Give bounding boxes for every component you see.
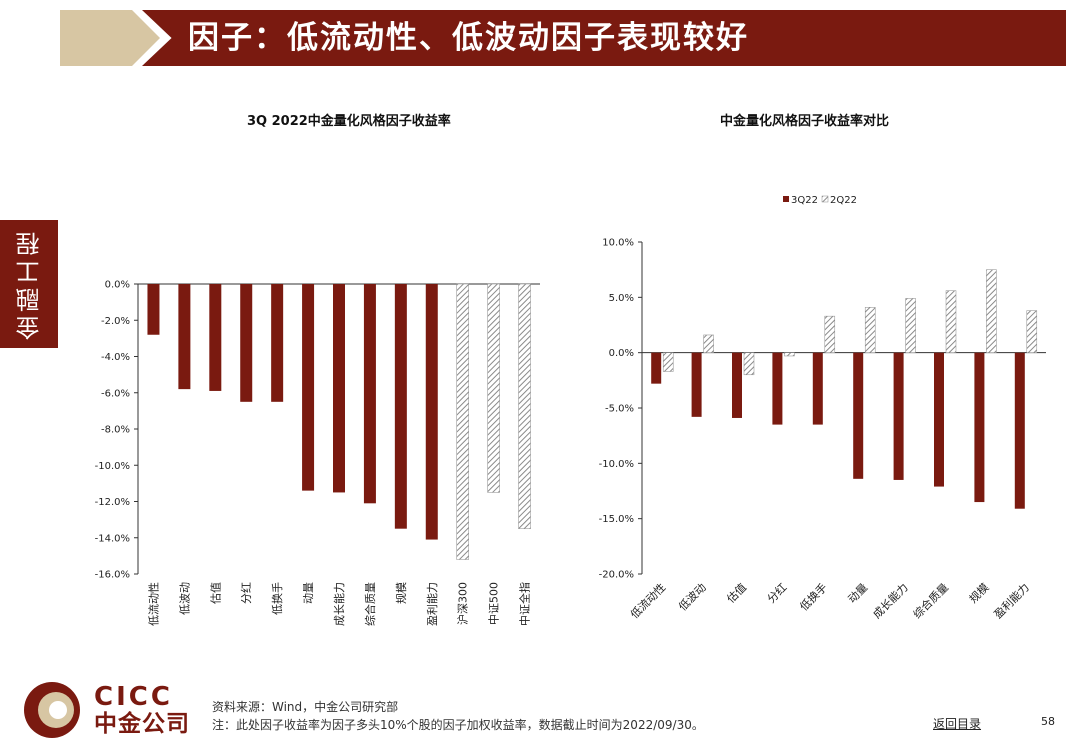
chart2-bar-3q22 [691,352,702,417]
chart1-y-tick-label: -6.0% [101,388,130,399]
chart2-y-tick-label: 0.0% [609,348,634,359]
chart1-bar [240,284,253,402]
chart1-category-label: 盈利能力 [425,582,439,626]
chart2-bar-2q22 [1026,310,1038,353]
chart1-category-label: 综合质量 [363,582,377,626]
chart1-category-label: 估值 [209,582,222,604]
cicc-logo-icon [24,682,80,738]
chart1-bar [178,284,191,390]
chart2-bar-2q22 [743,352,755,376]
chart1-bar [487,283,500,493]
chart1-category-label: 低波动 [178,582,191,615]
chart2-legend-label-2q22: 2Q22 [830,195,857,206]
chart2-category-label: 低波动 [676,581,709,614]
chart2-bar-3q22 [732,352,742,418]
chart1-y-tick-label: -2.0% [101,316,130,327]
chart2-bar-3q22 [1014,352,1025,509]
chart2-category-label: 规模 [966,580,991,605]
chart2-y-tick-label: -5.0% [605,404,634,415]
chart1-bar [302,284,315,491]
chart2-y-tick-label: 10.0% [602,238,634,249]
chart1-y-tick-label: -16.0% [95,570,130,581]
chart2-bar-2q22 [905,298,916,353]
chart1-category-label: 中证500 [488,582,501,625]
source-note: 资料来源：Wind，中金公司研究部 [212,700,399,714]
chart1-y-tick-label: -14.0% [95,533,130,544]
chart1-category-label: 中证全指 [518,582,532,626]
chart2-title: 中金量化风格因子收益率对比 [720,114,890,129]
logo-cn: 中金公司 [94,711,190,737]
header-bar [142,10,1066,66]
chart2-bar-2q22 [824,315,836,353]
side-section-tab[interactable]: 金融工程 [0,220,58,348]
chart2-legend-swatch-2q22 [821,195,829,203]
page-title: 因子：低流动性、低波动因子表现较好 [188,20,749,56]
chart2-category-label: 综合质量 [910,580,951,621]
chart1-bar [147,284,160,335]
chart2-bar-2q22 [784,352,795,357]
chart2-category-label: 成长能力 [870,580,911,621]
chart2-bar-2q22 [864,307,876,353]
chart1-bar [333,284,345,493]
chart1-category-label: 规模 [394,582,408,604]
chart2-category-label: 分红 [765,581,790,606]
chart1-category-label: 成长能力 [332,582,346,626]
chart2-legend-swatch-3q22 [783,196,789,202]
chart1-y-tick-label: 0.0% [105,280,130,291]
chart1-bar [518,283,531,529]
logo-en: CICC [94,682,173,712]
chart2-y-tick-label: -20.0% [599,570,634,581]
chart1-y-tick-label: -12.0% [95,497,130,508]
chart1-y-tick-label: -10.0% [95,461,130,472]
chart2-bar-3q22 [934,352,944,487]
chart1-category-label: 沪深300 [456,582,470,625]
chart1-bar [271,284,284,402]
chart2-bar-2q22 [662,352,674,372]
chart1-y-tick-label: -8.0% [101,425,130,436]
logo-wordmark: CICC 中金公司 [94,684,190,736]
chart2-y-tick-label: 5.0% [609,293,634,304]
chart2-bar-2q22 [703,334,714,353]
chart1-bar [209,284,222,391]
chart2-bar-3q22 [812,352,823,425]
chart2-bar-3q22 [651,352,662,384]
chart2-category-label: 盈利能力 [991,580,1032,621]
chart1-bar [456,283,469,560]
page-number: 58 [1041,715,1055,728]
chart2-bar-3q22 [772,352,783,425]
chart2-bar-3q22 [974,352,985,503]
chart2-bar-2q22 [986,269,997,353]
chart2-y-tick-label: -10.0% [599,459,634,470]
chart2-category-label: 低流动性 [627,580,668,621]
chart1-title: 3Q 2022中金量化风格因子收益率 [247,114,451,129]
chart1-bar [394,284,407,529]
chart1-y-tick-label: -4.0% [101,352,130,363]
chart1-category-label: 分红 [240,582,253,604]
chart1-category-label: 低换手 [270,582,284,615]
chart1-bar [363,284,376,504]
chart1-bar [425,284,438,540]
chart2-bar-3q22 [893,352,904,480]
chart2-category-label: 低换手 [797,580,830,613]
chart2-category-label: 估值 [724,581,749,606]
chart2-y-tick-label: -15.0% [599,514,634,525]
chart2-legend-label-3q22: 3Q22 [791,195,818,206]
chart2-category-label: 动量 [846,581,871,606]
chart2-bar-2q22 [945,290,957,353]
chart1-category-label: 动量 [302,582,315,604]
footnote: 注：此处因子收益率为因子多头10%个股的因子加权收益率，数据截止时间为2022/… [212,718,704,732]
chart1-category-label: 低流动性 [146,582,160,626]
back-to-contents-link[interactable]: 返回目录 [933,717,982,731]
chart2-bar-3q22 [853,352,864,479]
